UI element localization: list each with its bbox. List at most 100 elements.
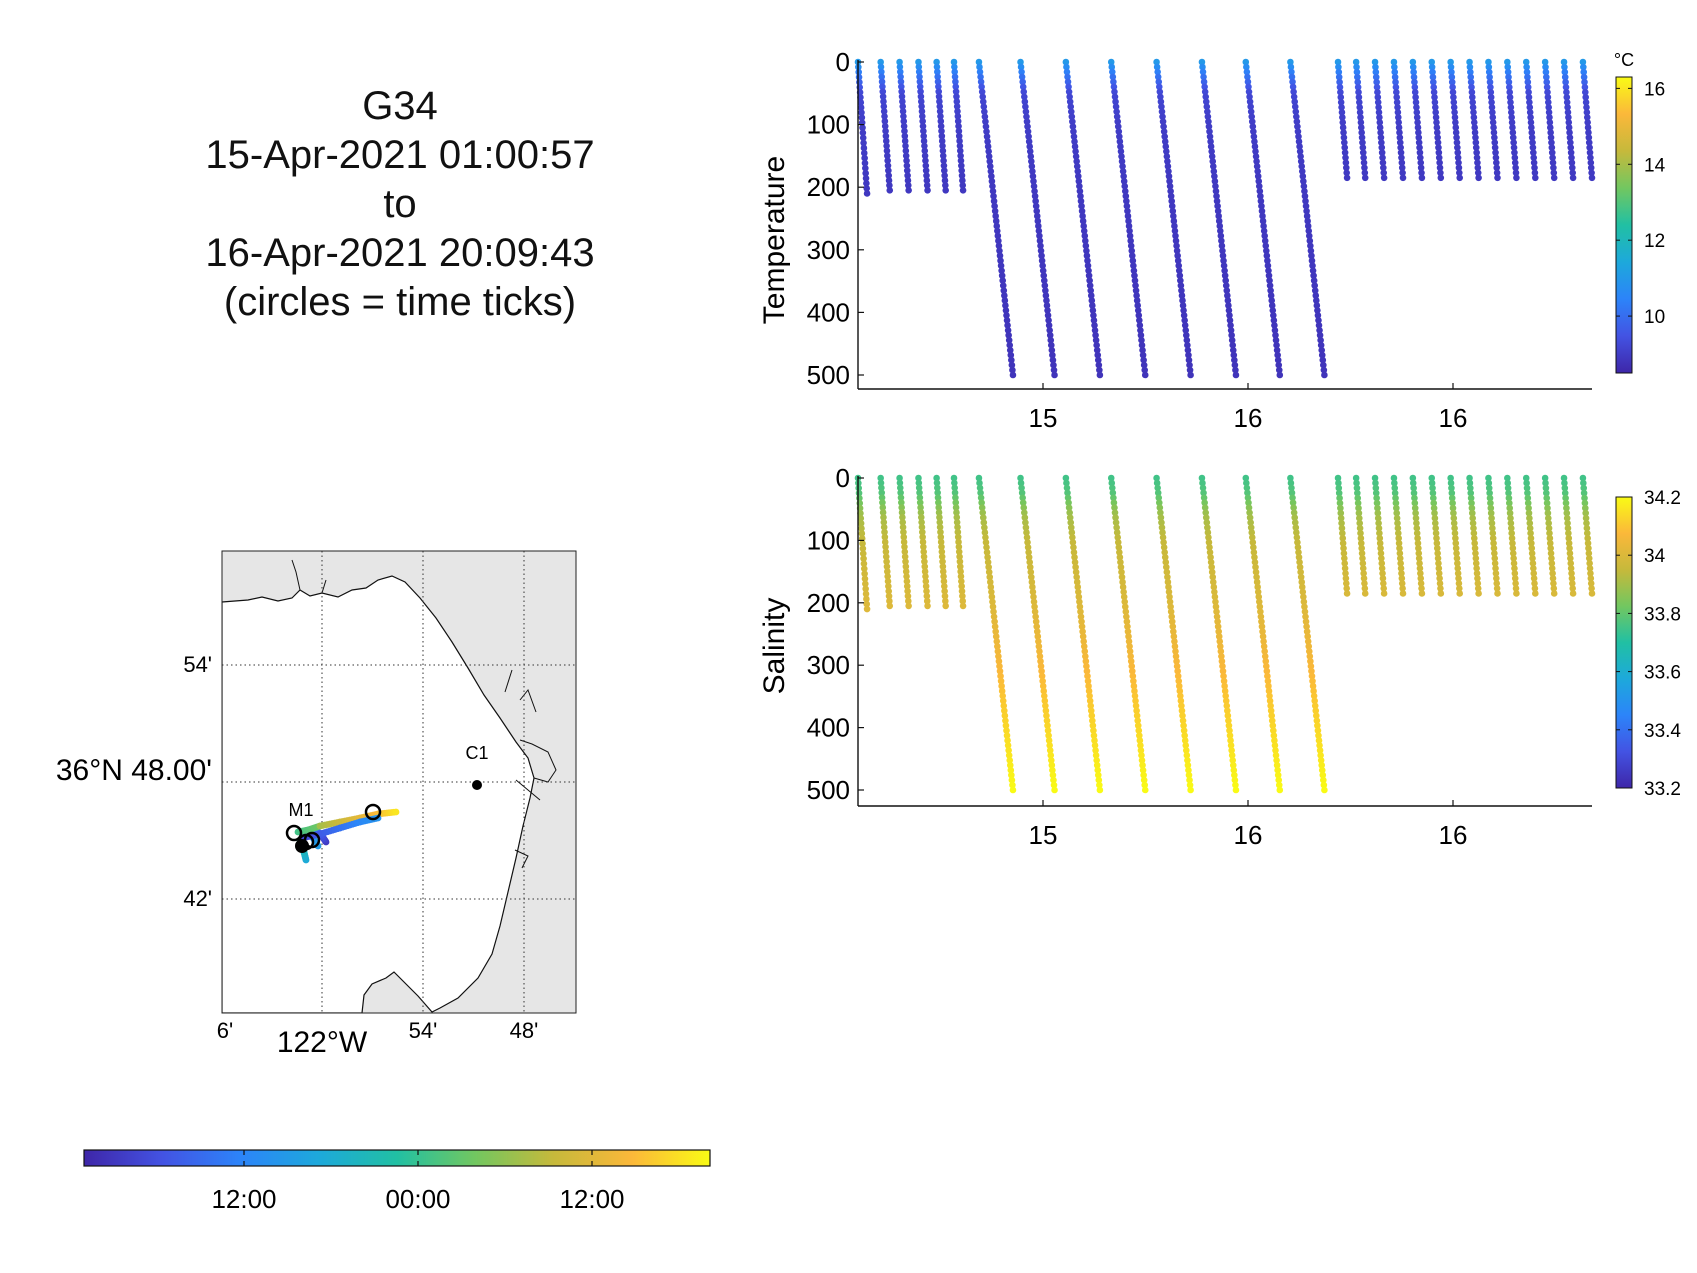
profile-point (1493, 159, 1500, 167)
profile-point (1398, 154, 1405, 161)
time-colorbar-tick-label: 00:00 (385, 1184, 450, 1214)
profile-point (1288, 68, 1295, 76)
station-c1-label: C1 (465, 743, 488, 763)
profile-point (1447, 474, 1454, 482)
profile-point (859, 124, 866, 132)
profile-point (1470, 114, 1478, 121)
profile-point (919, 528, 926, 536)
profile-point (920, 543, 927, 551)
profile-point (938, 553, 946, 561)
profile-point (924, 187, 931, 194)
profile-point (1398, 575, 1406, 582)
profile-point (1273, 756, 1280, 764)
profile-point (990, 613, 998, 620)
profile-point (1131, 687, 1138, 695)
profile-point (1474, 169, 1482, 177)
profile-point (1243, 479, 1250, 487)
profile-point (1430, 78, 1437, 86)
profile-point (1001, 297, 1009, 304)
profile-point (1227, 742, 1235, 749)
profile-point (938, 548, 946, 556)
profile-point (900, 528, 907, 536)
profile-point (1069, 118, 1076, 125)
profile-point (1066, 93, 1073, 101)
profile-point (1488, 104, 1496, 111)
profile-point (1581, 83, 1589, 91)
profile-point (1562, 78, 1569, 86)
profile-point (1229, 761, 1237, 769)
profile-point (1563, 93, 1571, 101)
profile-point (1211, 588, 1218, 596)
profile-point (1431, 98, 1439, 106)
profile-point (993, 222, 1001, 230)
profile-point (1002, 722, 1010, 729)
salinity-profiles (854, 474, 1596, 794)
time-colorbar: 12:00 00:00 12:00 (83, 1149, 711, 1214)
time-tick-circle (364, 803, 382, 821)
profile-point (1009, 371, 1017, 379)
xtick-label: 16 (1234, 820, 1263, 850)
profile-point (1158, 524, 1166, 531)
profile-point (1021, 509, 1028, 516)
profile-point (1117, 148, 1125, 155)
profile-point (1073, 573, 1080, 581)
profile-point (1489, 529, 1497, 537)
profile-point (883, 558, 890, 565)
profile-point (933, 474, 940, 482)
profile-point (1394, 529, 1402, 537)
profile-point (916, 494, 924, 501)
profile-point (1524, 78, 1532, 86)
profile-point (1263, 252, 1271, 260)
profile-point (1075, 593, 1083, 601)
profile-point (1528, 549, 1536, 557)
profile-point (1180, 722, 1187, 729)
profile-point (1252, 148, 1259, 155)
profile-point (1140, 356, 1147, 364)
profile-point (860, 560, 868, 567)
profile-point (1417, 570, 1424, 577)
profile-point (1119, 578, 1126, 586)
profile-point (1161, 138, 1169, 145)
profile-point (1214, 623, 1222, 630)
profile-point (998, 687, 1006, 695)
profile-point (1549, 570, 1556, 577)
profile-point (1153, 63, 1161, 71)
profile-point (1066, 98, 1074, 106)
profile-point (1562, 499, 1570, 507)
profile-point (1560, 58, 1568, 66)
profile-point (1036, 652, 1044, 660)
profile-point (1265, 272, 1273, 279)
profile-point (1417, 164, 1425, 172)
profile-point (1335, 479, 1342, 487)
profile-point (1182, 326, 1190, 334)
profile-point (1265, 682, 1272, 690)
profile-point (1254, 588, 1262, 596)
profile-point (916, 499, 924, 506)
profile-point (1257, 613, 1265, 620)
profile-point (1114, 123, 1122, 130)
profile-point (1232, 366, 1239, 374)
profile-point (1548, 139, 1555, 146)
profile-point (1432, 529, 1440, 537)
profile-point (1339, 124, 1347, 131)
profile-point (1246, 509, 1253, 516)
profile-point (954, 533, 962, 541)
profile-point (1378, 149, 1386, 156)
profile-point (988, 172, 995, 180)
profile-point (1176, 687, 1184, 695)
profile-point (1043, 712, 1050, 720)
profile-point (1337, 93, 1345, 101)
profile-point (1531, 585, 1539, 592)
profile-point (1268, 302, 1276, 309)
profile-point (1294, 539, 1301, 546)
profile-point (1085, 272, 1093, 279)
profile-point (901, 127, 908, 135)
profile-point (1579, 474, 1587, 482)
profile-point (1111, 88, 1118, 96)
profile-point (1546, 534, 1554, 542)
profile-point (976, 479, 983, 487)
profile-point (1123, 202, 1131, 210)
profile-point (1206, 544, 1213, 551)
profile-point (1206, 548, 1214, 556)
